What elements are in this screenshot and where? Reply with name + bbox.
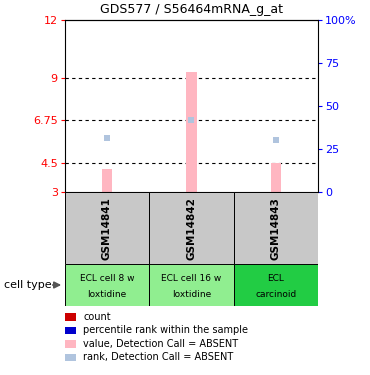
Text: value, Detection Call = ABSENT: value, Detection Call = ABSENT xyxy=(83,339,238,349)
Text: cell type: cell type xyxy=(4,280,51,290)
Bar xyxy=(102,169,112,192)
Text: count: count xyxy=(83,312,111,322)
Text: GSM14841: GSM14841 xyxy=(102,197,112,260)
Bar xyxy=(149,192,234,264)
Text: ECL: ECL xyxy=(268,274,285,284)
Bar xyxy=(149,264,234,306)
Text: ECL cell 16 w: ECL cell 16 w xyxy=(161,274,222,284)
Text: loxtidine: loxtidine xyxy=(172,290,211,298)
Text: GSM14843: GSM14843 xyxy=(271,197,281,260)
Bar xyxy=(65,192,149,264)
Text: carcinoid: carcinoid xyxy=(255,290,297,298)
Text: percentile rank within the sample: percentile rank within the sample xyxy=(83,326,248,335)
Text: rank, Detection Call = ABSENT: rank, Detection Call = ABSENT xyxy=(83,352,233,362)
Title: GDS577 / S56464mRNA_g_at: GDS577 / S56464mRNA_g_at xyxy=(100,3,283,16)
Text: ECL cell 8 w: ECL cell 8 w xyxy=(80,274,134,284)
Text: GSM14842: GSM14842 xyxy=(186,197,196,260)
Bar xyxy=(234,192,318,264)
Bar xyxy=(186,72,196,192)
Bar xyxy=(65,264,149,306)
Bar xyxy=(234,264,318,306)
Bar xyxy=(271,164,281,192)
Text: loxtidine: loxtidine xyxy=(87,290,127,298)
